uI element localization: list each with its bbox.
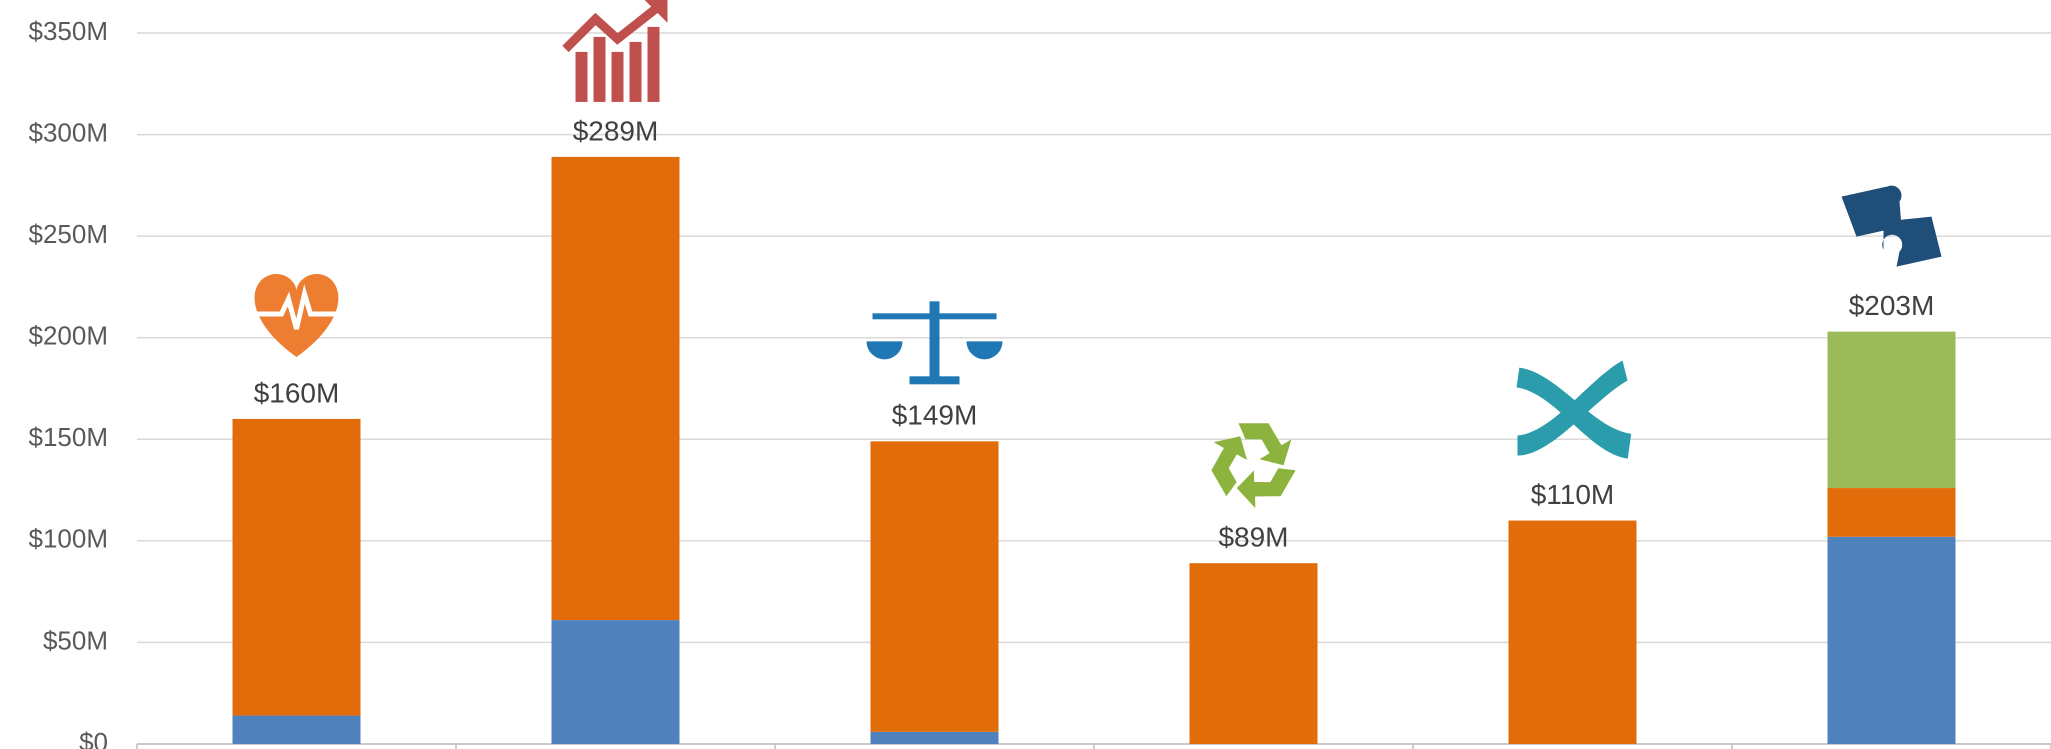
total-label: $89M [1218, 522, 1288, 553]
bar-icon [629, 41, 642, 102]
bar-icon [611, 51, 624, 102]
total-label: $160M [254, 377, 340, 408]
icon [562, 0, 668, 102]
road-b [1517, 360, 1628, 456]
y-tick-label: $250M [29, 219, 109, 249]
icon [251, 273, 342, 357]
bar-segment [1827, 488, 1956, 537]
y-tick-label: $350M [29, 16, 109, 46]
bar-segment [1189, 563, 1318, 744]
scale-base [909, 376, 960, 385]
puzzle-b [1882, 216, 1942, 267]
bar-segment [870, 441, 999, 732]
recycle-arrow [1236, 468, 1296, 509]
bar-segment [232, 715, 361, 744]
bar-icon [575, 51, 588, 102]
y-tick-label: $50M [43, 625, 108, 655]
y-tick-label: $100M [29, 524, 109, 554]
recycle-arrow [1211, 436, 1248, 497]
scale-post [929, 301, 940, 382]
y-tick-label: $300M [29, 117, 109, 147]
pulse [251, 284, 342, 330]
bar-segment [551, 156, 680, 621]
bar-segment [551, 620, 680, 744]
y-tick-label: $150M [29, 422, 109, 452]
total-label: $110M [1531, 479, 1615, 510]
bar-segment [870, 731, 999, 744]
bar-icon [647, 26, 660, 102]
recycle-arrow [1238, 423, 1292, 466]
scale-beam [872, 313, 997, 320]
total-label: $289M [573, 115, 659, 146]
scale-pan [866, 341, 903, 360]
scale-pan [966, 341, 1003, 360]
trend [562, 5, 659, 53]
icon [1211, 423, 1296, 509]
icon [1841, 185, 1942, 267]
heart-icon [254, 273, 339, 357]
bar-segment [1827, 536, 1956, 744]
bar-segment [232, 418, 361, 716]
bar-icon [593, 36, 606, 102]
y-tick-label: $0 [79, 727, 108, 749]
total-label: $203M [1849, 290, 1935, 321]
bar-segment [1508, 520, 1637, 744]
icon [1516, 360, 1632, 459]
total-label: $149M [892, 400, 978, 431]
icon [866, 301, 1003, 385]
bar-segment [1827, 331, 1956, 489]
y-tick-label: $200M [29, 321, 109, 351]
